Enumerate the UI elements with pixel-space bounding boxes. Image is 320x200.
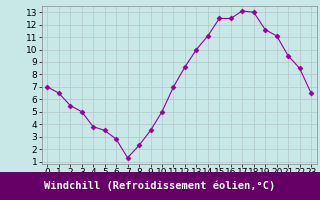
- Text: Windchill (Refroidissement éolien,°C): Windchill (Refroidissement éolien,°C): [44, 181, 276, 191]
